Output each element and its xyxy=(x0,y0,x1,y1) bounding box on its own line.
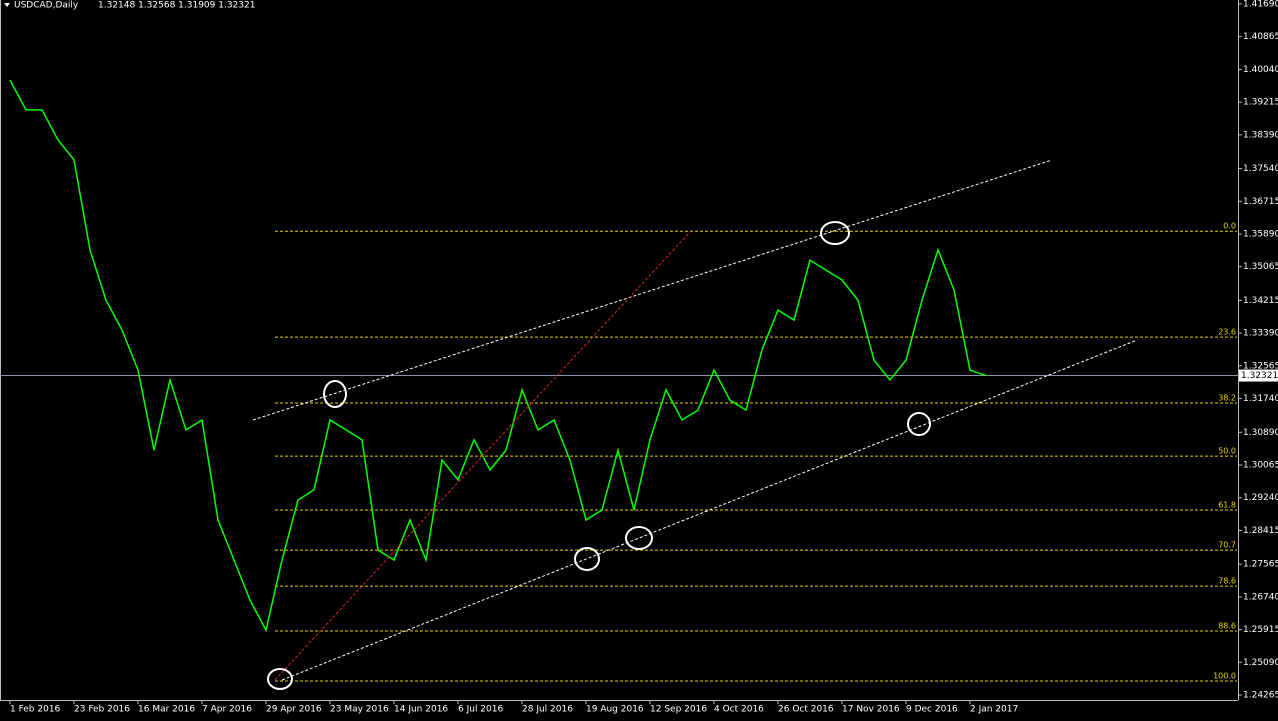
y-tick-label: 1.30065 xyxy=(1243,461,1278,471)
chart-title: USDCAD,Daily xyxy=(14,1,79,11)
x-tick-label: 17 Nov 2016 xyxy=(842,705,900,715)
y-tick-label: 1.39215 xyxy=(1243,98,1278,108)
highlight-circle xyxy=(323,380,347,408)
x-tick-label: 9 Dec 2016 xyxy=(906,705,958,715)
x-tick-label: 28 Jul 2016 xyxy=(522,705,573,715)
fib-label: 61.8 xyxy=(1218,501,1236,510)
trend-line xyxy=(281,339,1138,681)
x-tick-label: 19 Aug 2016 xyxy=(586,705,644,715)
fib-label: 88.6 xyxy=(1218,621,1236,630)
y-tick-label: 1.40040 xyxy=(1243,65,1278,75)
fib-label: 100.0 xyxy=(1213,671,1236,680)
y-tick-label: 1.25090 xyxy=(1243,658,1278,668)
y-tick-label: 1.41690 xyxy=(1243,0,1278,9)
menu-triangle[interactable] xyxy=(4,3,10,7)
fib-label: 50.0 xyxy=(1218,447,1236,456)
x-tick-label: 1 Feb 2016 xyxy=(10,705,61,715)
x-tick-label: 29 Apr 2016 xyxy=(266,705,322,715)
y-tick-label: 1.34215 xyxy=(1243,296,1278,306)
highlight-circle xyxy=(574,547,600,571)
x-tick-label: 23 May 2016 xyxy=(330,705,389,715)
current-price-box xyxy=(1239,369,1278,382)
price-line xyxy=(9,79,987,633)
y-tick-label: 1.40865 xyxy=(1243,32,1278,42)
y-tick-label: 1.35065 xyxy=(1243,262,1278,272)
y-tick-label: 1.25915 xyxy=(1243,625,1278,635)
y-tick-label: 1.30890 xyxy=(1243,428,1278,438)
y-tick-label: 1.26740 xyxy=(1243,592,1278,602)
fib-label: 0.0 xyxy=(1223,222,1236,231)
x-tick-label: 14 Jun 2016 xyxy=(394,705,448,715)
fib-base-line xyxy=(274,231,691,681)
x-tick-label: 6 Jul 2016 xyxy=(458,705,503,715)
y-tick-label: 1.38390 xyxy=(1243,130,1278,140)
y-tick-label: 1.31740 xyxy=(1243,394,1278,404)
y-tick-label: 1.33390 xyxy=(1243,329,1278,339)
x-tick-label: 26 Oct 2016 xyxy=(778,705,834,715)
fib-label: 70.7 xyxy=(1218,541,1236,550)
y-tick-label: 1.36715 xyxy=(1243,197,1278,207)
chart-subtitle: 1.32148 1.32568 1.31909 1.32321 xyxy=(98,1,255,11)
x-tick-label: 12 Sep 2016 xyxy=(650,705,707,715)
x-tick-label: 16 Mar 2016 xyxy=(138,705,195,715)
highlight-circle xyxy=(267,668,293,690)
x-tick-label: 7 Apr 2016 xyxy=(202,705,252,715)
x-tick-label: 23 Feb 2016 xyxy=(74,705,130,715)
fib-label: 23.6 xyxy=(1218,328,1236,337)
current-price-label: 1.32321 xyxy=(1241,371,1278,381)
trend-line xyxy=(252,159,1053,421)
y-tick-label: 1.27565 xyxy=(1243,560,1278,570)
y-tick-label: 1.29240 xyxy=(1243,493,1278,503)
highlight-circle xyxy=(625,526,653,550)
y-tick-label: 1.37540 xyxy=(1243,164,1278,174)
fib-label: 78.6 xyxy=(1218,577,1236,586)
y-tick-label: 1.32565 xyxy=(1243,361,1278,371)
x-tick-label: 4 Oct 2016 xyxy=(714,705,764,715)
y-tick-label: 1.24265 xyxy=(1243,691,1278,701)
x-tick-label: 2 Jan 2017 xyxy=(970,705,1018,715)
fib-label: 38.2 xyxy=(1218,393,1236,402)
highlight-circle xyxy=(907,412,931,436)
highlight-circle xyxy=(820,221,850,245)
y-tick-label: 1.28415 xyxy=(1243,526,1278,536)
y-tick-label: 1.35890 xyxy=(1243,229,1278,239)
drawings xyxy=(252,159,1138,690)
